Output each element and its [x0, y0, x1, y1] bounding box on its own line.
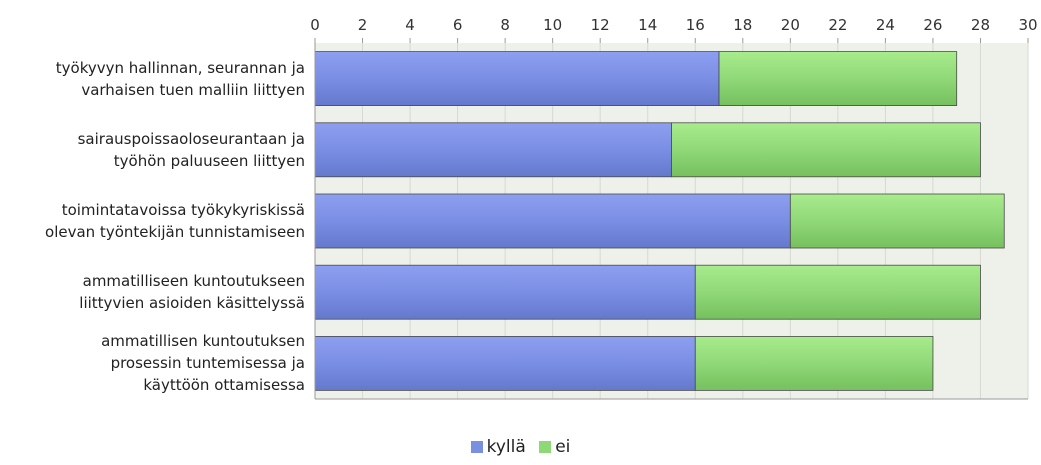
tick-label: 18	[733, 16, 752, 34]
tick-label: 6	[453, 16, 463, 34]
category-label-line: varhaisen tuen malliin liittyen	[81, 80, 305, 99]
category-label-line: sairauspoissaoloseurantaan ja	[77, 129, 305, 148]
bar-kylla	[314, 264, 696, 320]
category-label-line: työhön paluuseen liittyen	[113, 151, 305, 170]
tick-label: 2	[358, 16, 368, 34]
legend-swatch-ei	[539, 441, 552, 453]
bar-ei	[718, 51, 958, 106]
tick-label: 26	[923, 16, 942, 34]
tick-label: 0	[310, 16, 320, 34]
x-axis-ticks: 0 2 4 6 8 10 12 14 16 18 20 22 24 26 28 30	[310, 16, 1038, 43]
legend: kyllä ei	[0, 437, 1041, 458]
tick-label: 28	[971, 16, 990, 34]
category-label: työkyvyn hallinnan, seurannan ja varhaise…	[5, 57, 305, 101]
tick-label: 30	[1018, 16, 1037, 34]
category-label: ammatillisen kuntoutuksen prosessin tunte…	[5, 330, 305, 396]
category-label-line: toimintatavoissa työkykyriskissä	[61, 201, 305, 219]
bar-kylla	[314, 122, 672, 178]
tick-label: 4	[405, 16, 415, 34]
category-label: ammatilliseen kuntoutukseen liittyvien as…	[5, 270, 305, 314]
tick-label: 16	[686, 16, 705, 34]
legend-item-kylla: kyllä	[470, 437, 526, 457]
bar-ei	[694, 264, 981, 320]
tick-label: 10	[543, 16, 562, 34]
tick-label: 22	[828, 16, 847, 34]
tick-label: 24	[876, 16, 895, 34]
category-label-line: olevan työntekijän tunnistamiseen	[45, 223, 305, 241]
legend-swatch-kylla	[470, 441, 483, 453]
tick-label: 8	[500, 16, 510, 34]
category-label-line: työkyvyn hallinnan, seurannan ja	[55, 58, 305, 77]
bar-kylla	[314, 51, 720, 106]
tick-label: 20	[781, 16, 800, 34]
bar-kylla	[314, 335, 696, 391]
bars	[314, 51, 1005, 391]
bar-ei	[694, 335, 934, 391]
bar-ei	[789, 193, 1005, 249]
category-label-line: ammatilliseen kuntoutukseen	[82, 272, 305, 291]
category-label-line: prosessin tuntemisessa ja	[110, 354, 305, 373]
category-label-line: liittyvien asioiden käsittelyssä	[79, 294, 305, 313]
legend-label-kylla: kyllä	[486, 437, 526, 457]
category-label-line: käyttöön ottamisessa	[143, 376, 305, 395]
bar-kylla	[314, 193, 791, 249]
legend-label-ei: ei	[555, 437, 571, 457]
category-label: toimintatavoissa työkykyriskissä olevan t…	[5, 199, 305, 243]
category-label-line: ammatillisen kuntoutuksen	[101, 332, 305, 351]
bar-ei	[671, 122, 981, 178]
tick-label: 12	[591, 16, 610, 34]
category-label: sairauspoissaoloseurantaan ja työhön palu…	[5, 128, 305, 172]
tick-label: 14	[638, 16, 657, 34]
legend-item-ei: ei	[539, 437, 570, 457]
